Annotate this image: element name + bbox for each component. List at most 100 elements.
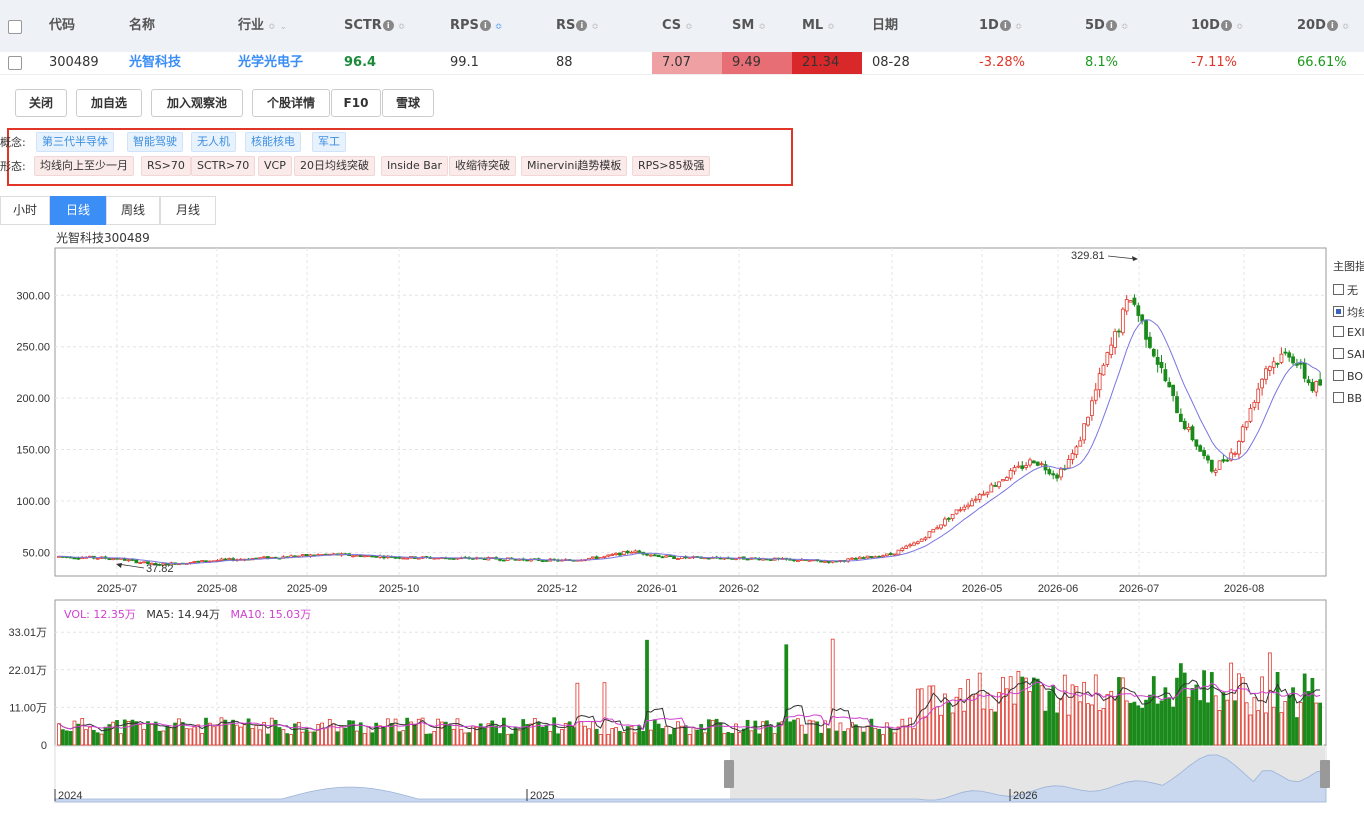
col-date[interactable]: 日期 <box>872 0 898 52</box>
candle-body <box>188 562 193 564</box>
sort-icon[interactable]: ≎ <box>685 22 693 32</box>
row-checkbox[interactable] <box>8 56 22 70</box>
volume-bar <box>1302 673 1307 746</box>
time-tick-label: 2025-10 <box>379 583 419 595</box>
candle-body <box>327 553 332 556</box>
pattern-tag[interactable]: RPS>85极强 <box>632 156 711 176</box>
candle-body <box>293 555 297 558</box>
indicator-option-none[interactable]: 无 <box>1333 282 1358 298</box>
volume-bar <box>788 721 793 746</box>
volume-bar <box>1082 681 1087 746</box>
sort-icon[interactable]: ≎ <box>397 22 406 32</box>
sort-icon[interactable]: ≎ <box>268 22 276 32</box>
pattern-tag[interactable]: 20日均线突破 <box>294 156 375 176</box>
close-button[interactable]: 关闭 <box>15 89 67 117</box>
stock-detail-button[interactable]: 个股详情 <box>252 89 330 117</box>
industry-link[interactable]: 光学光电子 <box>238 55 304 70</box>
candle-body <box>834 560 839 563</box>
pattern-tag[interactable]: 收缩待突破 <box>449 156 516 176</box>
concept-tag[interactable]: 智能驾驶 <box>127 132 183 152</box>
info-icon: i <box>382 20 394 31</box>
sort-icon[interactable]: ≎ <box>1120 22 1129 32</box>
add-watchlist-button[interactable]: 加入观察池 <box>151 89 243 117</box>
checkbox-checked-icon <box>1333 306 1344 317</box>
volume-bar <box>335 731 340 746</box>
candle-body <box>970 500 974 507</box>
xueqiu-button[interactable]: 雪球 <box>382 89 434 117</box>
pattern-tag[interactable]: 均线向上至少一月 <box>34 156 134 176</box>
volume-bar <box>80 718 85 746</box>
indicator-option-boll[interactable]: BOI <box>1333 370 1364 383</box>
candle-body <box>424 556 429 558</box>
indicator-option-ma[interactable]: 均线 <box>1333 304 1364 320</box>
f10-button[interactable]: F10 <box>331 89 381 117</box>
col-rs[interactable]: RS i ≎ <box>556 0 599 52</box>
pattern-tag[interactable]: RS>70 <box>141 156 191 176</box>
stock-name-link[interactable]: 光智科技 <box>129 55 182 70</box>
volume-bar <box>641 731 646 746</box>
volume-bar <box>122 719 127 746</box>
sort-icon[interactable]: ≎ <box>1014 22 1023 32</box>
pattern-tag[interactable]: Inside Bar <box>381 156 449 176</box>
col-5d[interactable]: 5D i ≎ <box>1085 0 1128 52</box>
indicator-option-exi[interactable]: EXI <box>1333 326 1364 339</box>
concept-tag[interactable]: 第三代半导体 <box>36 132 114 152</box>
candle-body <box>324 553 328 556</box>
add-favorite-button[interactable]: 加自选 <box>76 89 142 117</box>
candle-body <box>649 554 653 557</box>
pattern-tag[interactable]: SCTR>70 <box>191 156 256 176</box>
candle-body <box>1283 351 1288 354</box>
table-row[interactable]: 300489 光智科技 光学光电子 96.4 99.1 88 7.07 9.49… <box>0 52 1364 75</box>
sort-icon[interactable]: ≎ <box>1341 22 1350 32</box>
candle-body <box>1109 344 1114 355</box>
volume-bar <box>188 728 193 746</box>
col-sctr[interactable]: SCTR i ≎ <box>344 0 405 52</box>
sort-active-icon[interactable]: ≎ <box>494 22 503 32</box>
candle-body <box>753 557 758 560</box>
tab-weekly[interactable]: 周线 <box>106 196 160 225</box>
col-code[interactable]: 代码 <box>49 0 75 52</box>
sort-icon[interactable]: ≎ <box>591 22 599 32</box>
candle-body <box>1047 469 1052 475</box>
select-all-checkbox[interactable] <box>8 20 22 34</box>
sort-icon[interactable]: ≎ <box>827 22 835 32</box>
candle-body <box>57 555 61 558</box>
volume-bar <box>204 717 208 746</box>
col-1d[interactable]: 1D i ≎ <box>979 0 1022 52</box>
indicator-option-bb[interactable]: BB <box>1333 392 1362 405</box>
volume-bar <box>637 725 642 746</box>
candle-body <box>532 558 537 561</box>
volume-bar <box>1217 710 1222 746</box>
sort-icon[interactable]: ≎ <box>1235 22 1244 32</box>
candle-body <box>621 551 626 556</box>
col-10d[interactable]: 10D i ≎ <box>1191 0 1243 52</box>
candle-body <box>815 559 820 562</box>
col-ml[interactable]: ML ≎ <box>802 0 835 52</box>
tab-monthly[interactable]: 月线 <box>160 196 216 225</box>
volume-bar <box>463 732 468 746</box>
col-rps[interactable]: RPS i ≎ <box>450 0 502 52</box>
tab-hourly[interactable]: 小时 <box>0 196 50 225</box>
concept-tag[interactable]: 无人机 <box>191 132 236 152</box>
concept-tag[interactable]: 核能核电 <box>245 132 301 152</box>
pattern-tag[interactable]: Minervini趋势模板 <box>521 156 628 176</box>
pattern-tag[interactable]: VCP <box>258 156 292 176</box>
col-name[interactable]: 名称 <box>129 0 155 52</box>
concept-tag[interactable]: 军工 <box>312 132 346 152</box>
volume-bar <box>416 718 421 746</box>
col-industry[interactable]: 行业 ≎ ⌄ <box>238 0 287 52</box>
indicator-option-sar[interactable]: SAI <box>1333 348 1364 361</box>
volume-bar <box>973 693 978 746</box>
volume-bar <box>927 685 932 746</box>
volume-bar <box>679 725 684 746</box>
tab-daily[interactable]: 日线 <box>50 196 106 225</box>
sort-icon[interactable]: ≎ <box>758 22 766 32</box>
candle-body <box>656 554 661 558</box>
col-sm[interactable]: SM ≎ <box>732 0 766 52</box>
candle-body <box>196 560 201 563</box>
chevron-down-icon[interactable]: ⌄ <box>279 22 288 32</box>
candle-body <box>950 514 955 519</box>
col-20d[interactable]: 20D i ≎ <box>1297 0 1349 52</box>
col-cs[interactable]: CS ≎ <box>662 0 693 52</box>
volume-bar <box>939 714 943 746</box>
